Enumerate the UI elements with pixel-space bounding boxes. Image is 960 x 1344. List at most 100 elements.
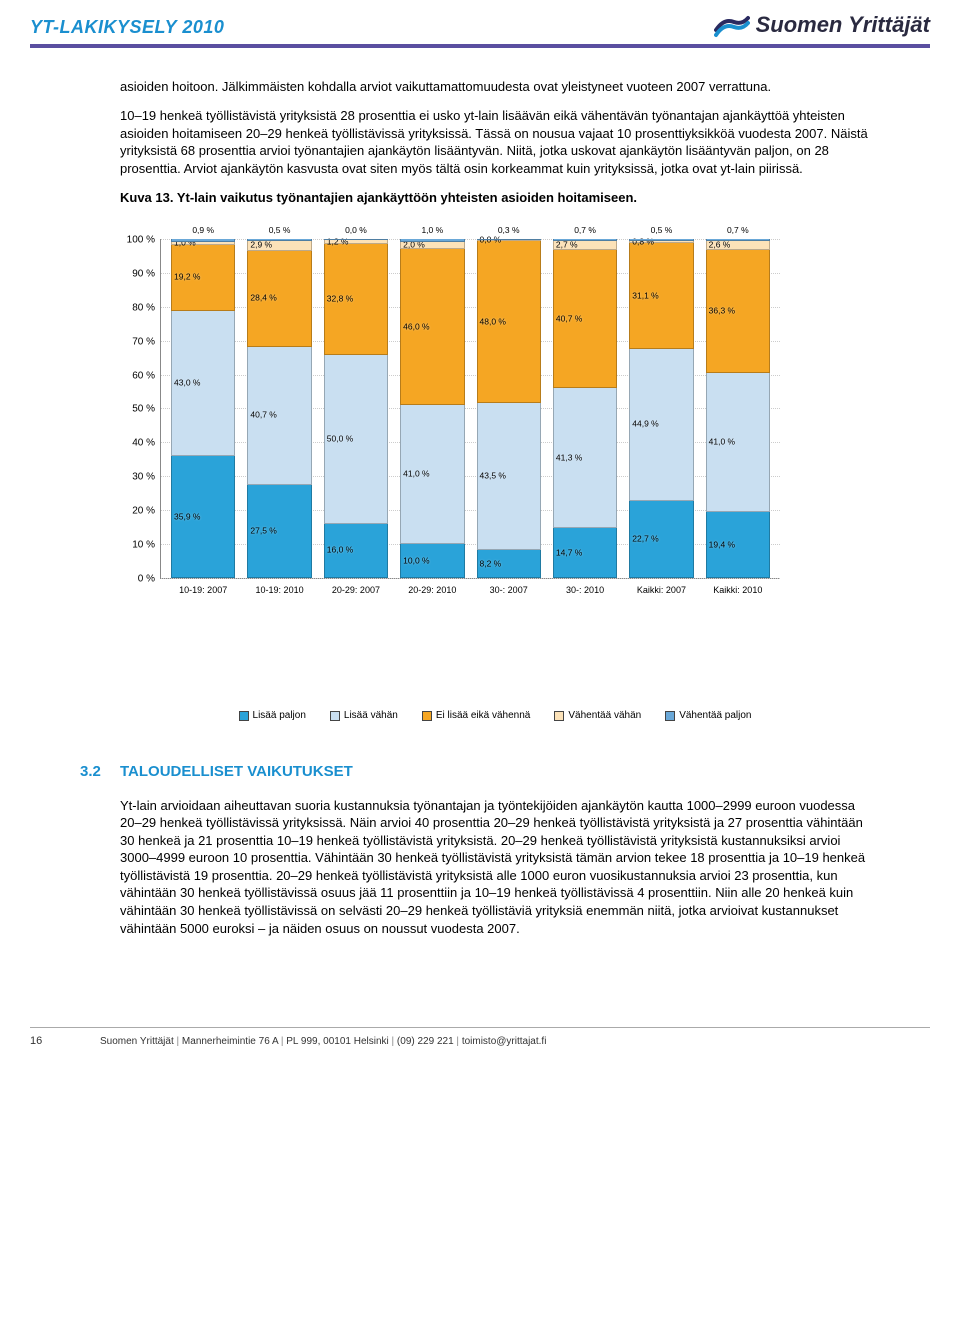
logo-icon bbox=[714, 12, 750, 38]
bar-segment: 19,2 % bbox=[171, 245, 235, 310]
bar-segment: 40,7 % bbox=[247, 347, 311, 485]
section-number: 3.2 bbox=[80, 762, 120, 782]
bar-segment: 2,9 % bbox=[247, 241, 311, 251]
bar-segment: 48,0 % bbox=[477, 241, 541, 403]
segment-value-label: 8,2 % bbox=[480, 558, 502, 569]
bar-segment: 32,8 % bbox=[324, 244, 388, 355]
y-tick-label: 10 % bbox=[113, 538, 155, 552]
y-tick-label: 80 % bbox=[113, 301, 155, 315]
bar-segment: 0,0 % bbox=[477, 240, 541, 241]
content-area: asioiden hoitoon. Jälkimmäisten kohdalla… bbox=[30, 78, 930, 937]
y-tick-label: 20 % bbox=[113, 504, 155, 518]
segment-value-label: 35,9 % bbox=[174, 511, 200, 522]
paragraph-intro-1: asioiden hoitoon. Jälkimmäisten kohdalla… bbox=[120, 78, 870, 96]
legend-item: Vähentää vähän bbox=[554, 709, 641, 723]
segment-value-label: 2,7 % bbox=[556, 240, 578, 251]
x-tick-label: 30-: 2007 bbox=[490, 584, 528, 596]
bar-column: 16,0 %50,0 %32,8 %1,2 %0,0 %20-29: 2007 bbox=[324, 239, 388, 578]
segment-value-label: 16,0 % bbox=[327, 545, 353, 556]
doc-title: YT-LAKIKYSELY 2010 bbox=[30, 15, 224, 39]
bar-segment: 16,0 % bbox=[324, 524, 388, 578]
x-tick-label: 10-19: 2010 bbox=[256, 584, 304, 596]
brand-name: Suomen Yrittäjät bbox=[756, 10, 930, 40]
legend-swatch bbox=[422, 711, 432, 721]
bar-column: 27,5 %40,7 %28,4 %2,9 %0,5 %10-19: 2010 bbox=[247, 239, 311, 578]
bar-segment bbox=[324, 239, 388, 240]
y-tick-label: 0 % bbox=[113, 572, 155, 586]
segment-value-label: 50,0 % bbox=[327, 433, 353, 444]
bar-segment: 35,9 % bbox=[171, 456, 235, 578]
segment-value-label: 46,0 % bbox=[403, 321, 429, 332]
bar-top-label: 0,7 % bbox=[574, 225, 596, 236]
bar-column: 8,2 %43,5 %48,0 %0,0 %0,3 %30-: 2007 bbox=[477, 239, 541, 578]
bar-top-label: 0,5 % bbox=[269, 225, 291, 236]
segment-value-label: 40,7 % bbox=[250, 410, 276, 421]
bar-segment: 22,7 % bbox=[629, 501, 693, 578]
segment-value-label: 2,9 % bbox=[250, 239, 272, 250]
bar-segment bbox=[477, 239, 541, 240]
segment-value-label: 19,2 % bbox=[174, 272, 200, 283]
y-tick-label: 100 % bbox=[113, 233, 155, 247]
segment-value-label: 27,5 % bbox=[250, 525, 276, 536]
y-tick-label: 50 % bbox=[113, 403, 155, 417]
legend-item: Lisää vähän bbox=[330, 709, 398, 723]
legend-label: Vähentää paljon bbox=[679, 709, 751, 723]
bar-segment: 2,6 % bbox=[706, 241, 770, 250]
x-tick-label: Kaikki: 2007 bbox=[637, 584, 686, 596]
segment-value-label: 0,8 % bbox=[632, 236, 654, 247]
y-tick-label: 90 % bbox=[113, 267, 155, 281]
bar-segment: 50,0 % bbox=[324, 355, 388, 524]
bar-segment: 28,4 % bbox=[247, 251, 311, 347]
chart-legend: Lisää paljon Lisää vähän Ei lisää eikä väh… bbox=[120, 709, 870, 723]
bar-segment: 36,3 % bbox=[706, 250, 770, 373]
paragraph-sec32: Yt-lain arvioidaan aiheuttavan suoria ku… bbox=[120, 797, 870, 937]
bar-segment: 41,0 % bbox=[706, 373, 770, 512]
y-tick-label: 60 % bbox=[113, 369, 155, 383]
x-tick-label: 20-29: 2007 bbox=[332, 584, 380, 596]
bar-segment: 31,1 % bbox=[629, 243, 693, 348]
x-tick-label: 30-: 2010 bbox=[566, 584, 604, 596]
legend-item: Lisää paljon bbox=[239, 709, 306, 723]
bar-segment: 41,3 % bbox=[553, 388, 617, 528]
section-3-2-heading: 3.2TALOUDELLISET VAIKUTUKSET bbox=[120, 762, 870, 782]
bar-segment: 2,0 % bbox=[400, 242, 464, 249]
bar-segment: 27,5 % bbox=[247, 485, 311, 578]
bar-top-label: 0,5 % bbox=[651, 225, 673, 236]
x-tick-label: Kaikki: 2010 bbox=[713, 584, 762, 596]
brand-logo: Suomen Yrittäjät bbox=[714, 10, 930, 40]
bar-segment: 40,7 % bbox=[553, 250, 617, 388]
segment-value-label: 14,7 % bbox=[556, 547, 582, 558]
bar-top-label: 0,9 % bbox=[192, 225, 214, 236]
paragraph-intro-2: 10–19 henkeä työllistävistä yrityksistä … bbox=[120, 107, 870, 177]
bar-segment: 43,0 % bbox=[171, 311, 235, 457]
bar-top-label: 1,0 % bbox=[421, 225, 443, 236]
bar-segment bbox=[247, 239, 311, 241]
segment-value-label: 1,2 % bbox=[327, 236, 349, 247]
bar-segment: 1,0 % bbox=[171, 242, 235, 245]
segment-value-label: 32,8 % bbox=[327, 293, 353, 304]
page-header: YT-LAKIKYSELY 2010 Suomen Yrittäjät bbox=[30, 0, 930, 48]
bar-segment: 46,0 % bbox=[400, 249, 464, 405]
segment-value-label: 41,0 % bbox=[709, 436, 735, 447]
segment-value-label: 43,5 % bbox=[480, 471, 506, 482]
legend-item: Ei lisää eikä vähennä bbox=[422, 709, 531, 723]
page-number: 16 bbox=[30, 1034, 70, 1049]
segment-value-label: 22,7 % bbox=[632, 533, 658, 544]
bar-column: 35,9 %43,0 %19,2 %1,0 %0,9 %10-19: 2007 bbox=[171, 239, 235, 578]
segment-value-label: 41,0 % bbox=[403, 468, 429, 479]
segment-value-label: 36,3 % bbox=[709, 305, 735, 316]
legend-swatch bbox=[330, 711, 340, 721]
legend-swatch bbox=[665, 711, 675, 721]
segment-value-label: 43,0 % bbox=[174, 377, 200, 388]
bar-segment bbox=[400, 239, 464, 242]
segment-value-label: 44,9 % bbox=[632, 419, 658, 430]
legend-swatch bbox=[239, 711, 249, 721]
bar-segment: 2,7 % bbox=[553, 241, 617, 250]
segment-value-label: 40,7 % bbox=[556, 313, 582, 324]
legend-label: Vähentää vähän bbox=[568, 709, 641, 723]
legend-label: Lisää vähän bbox=[344, 709, 398, 723]
chart-kuva13: 0 %10 %20 %30 %40 %50 %60 %70 %80 %90 %1… bbox=[120, 219, 870, 723]
bar-top-label: 0,7 % bbox=[727, 225, 749, 236]
bar-segment: 14,7 % bbox=[553, 528, 617, 578]
bar-column: 22,7 %44,9 %31,1 %0,8 %0,5 %Kaikki: 2007 bbox=[629, 239, 693, 578]
